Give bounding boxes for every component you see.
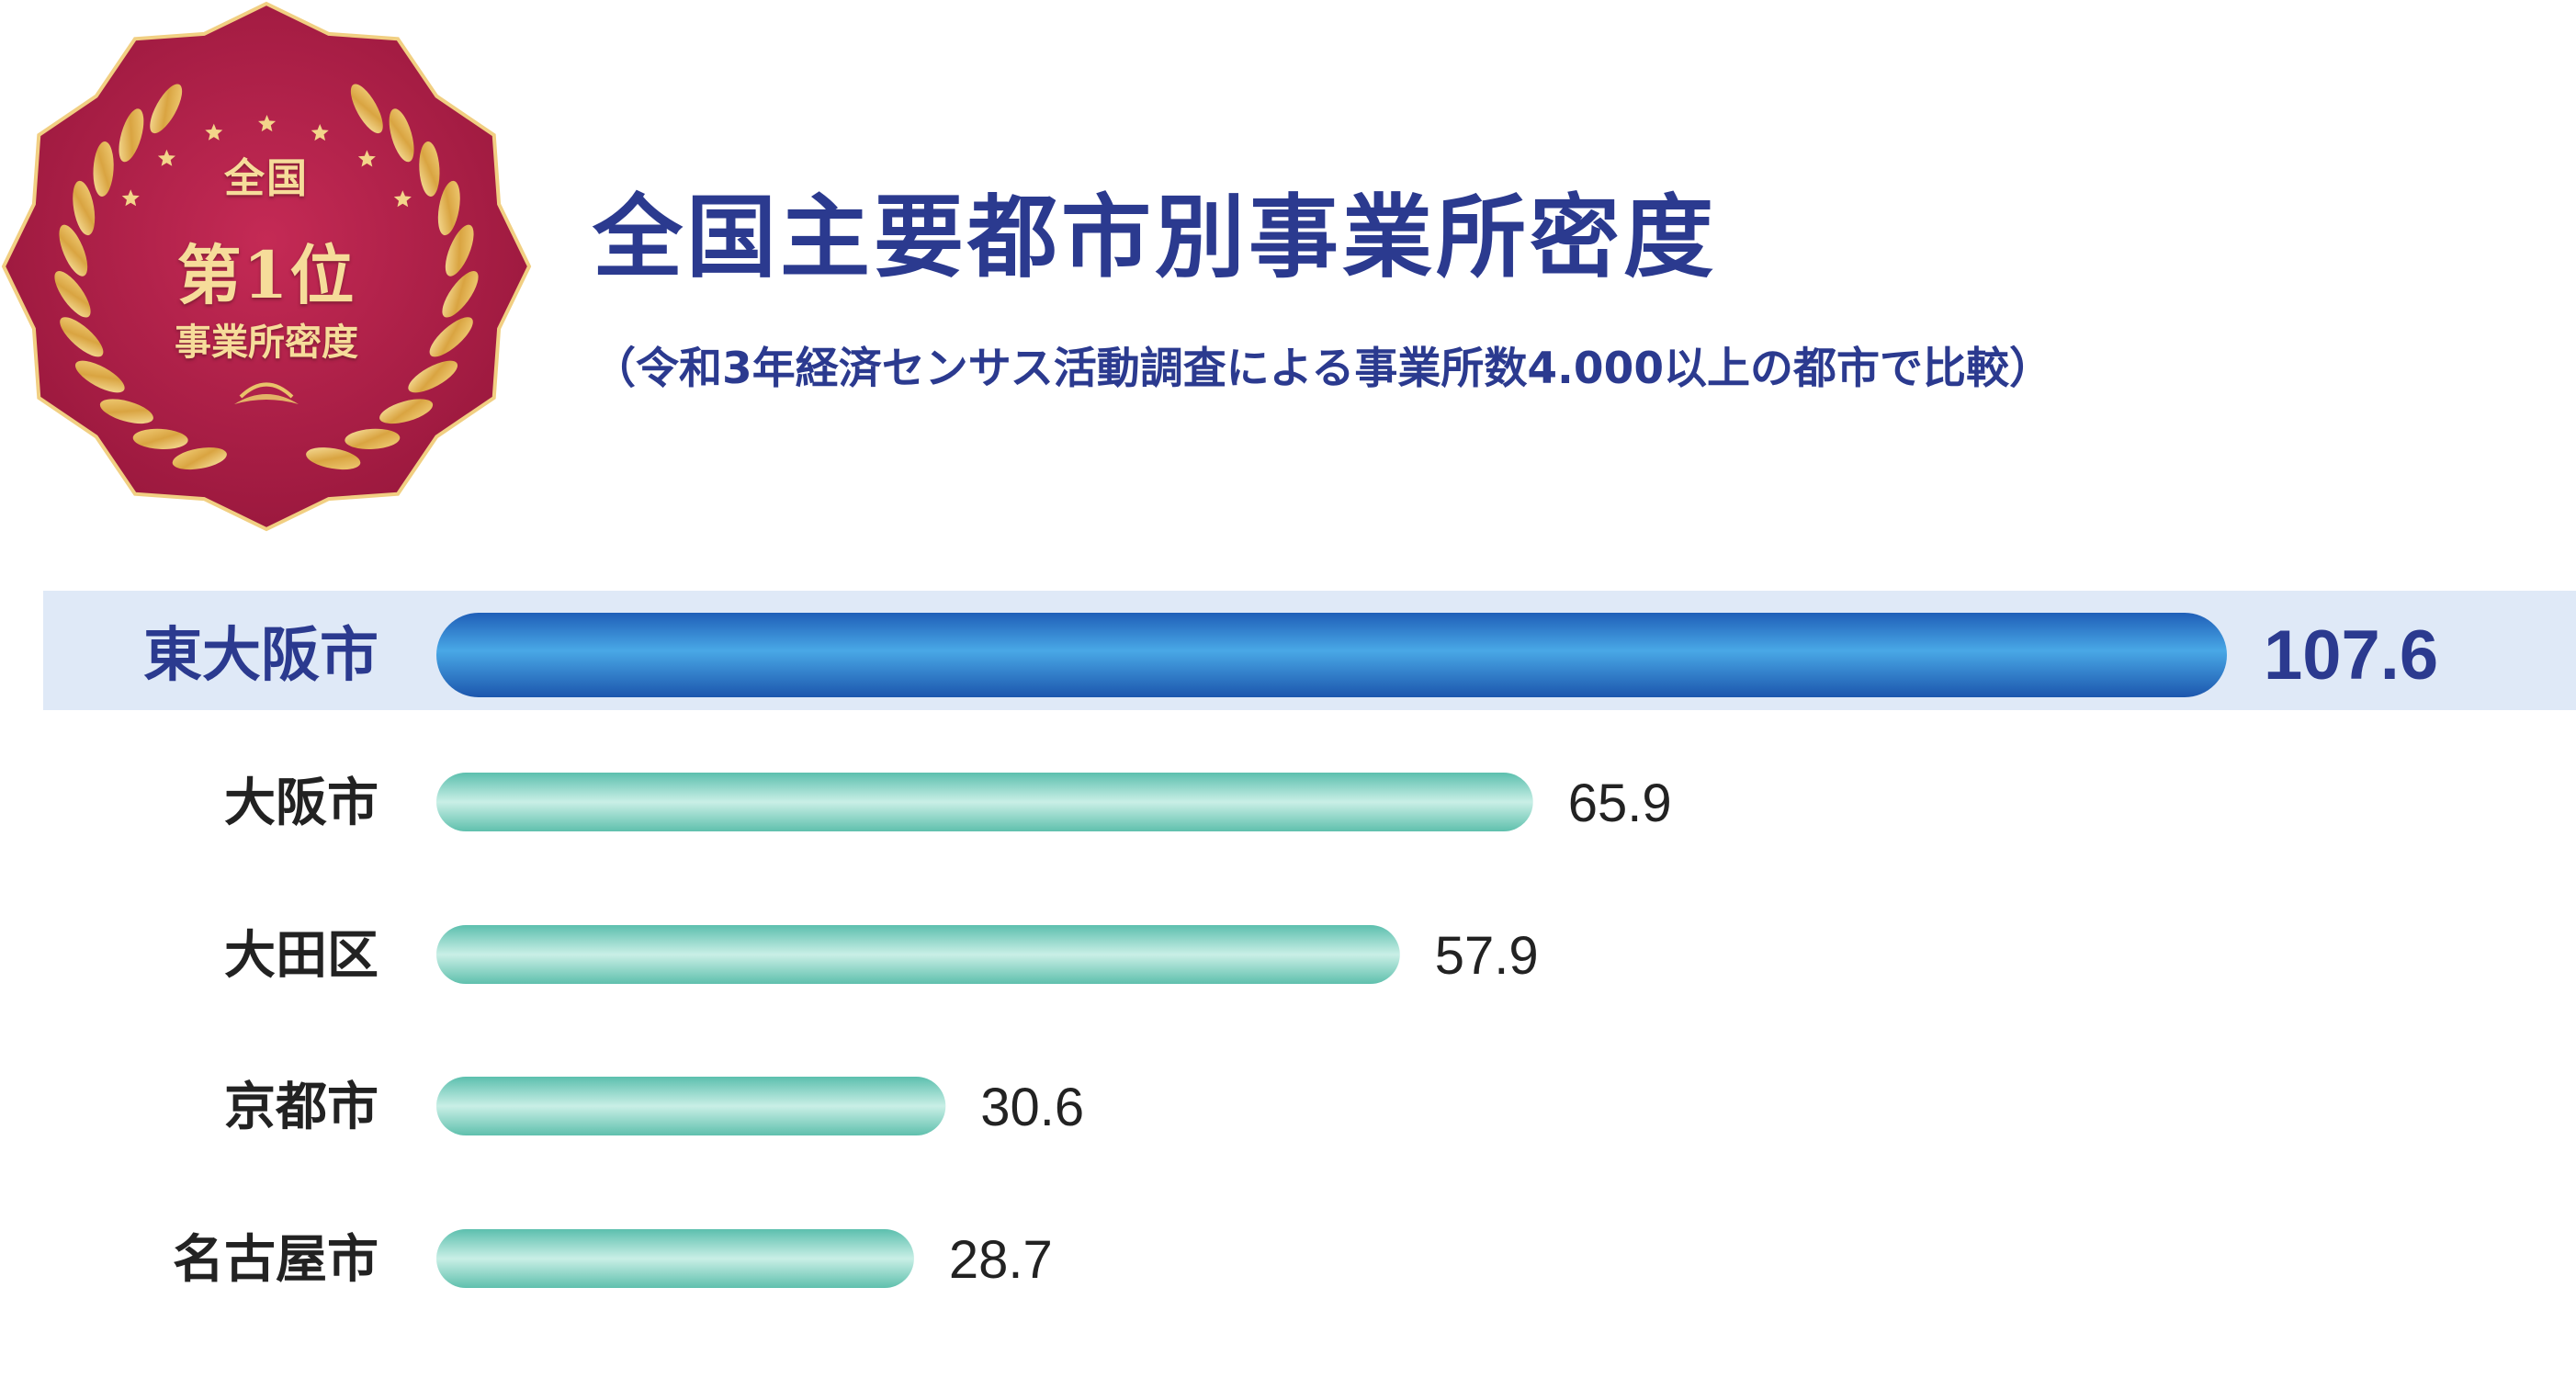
laurel-leaf bbox=[73, 180, 96, 236]
laurel-leaf bbox=[59, 224, 88, 277]
laurel-leaf bbox=[445, 224, 474, 277]
category-label: 東大阪市 bbox=[143, 622, 378, 690]
laurel-leaf bbox=[306, 447, 361, 470]
laurel-leaf bbox=[350, 84, 383, 134]
category-label: 名古屋市 bbox=[173, 1230, 378, 1290]
value-label: 30.6 bbox=[980, 1078, 1084, 1137]
laurel-wreath-icon bbox=[1, 1, 532, 532]
badge-rank: 第1位 bbox=[176, 237, 356, 313]
value-label: 57.9 bbox=[1435, 926, 1539, 986]
laurel-leaf bbox=[429, 317, 473, 357]
category-label: 大田区 bbox=[224, 926, 378, 986]
star-icon bbox=[258, 115, 277, 132]
laurel-leaf bbox=[379, 399, 434, 424]
laurel-leaf bbox=[437, 180, 460, 236]
laurel-leaf bbox=[419, 141, 440, 197]
star-icon bbox=[311, 124, 329, 141]
laurel-leaf bbox=[119, 108, 144, 163]
bar bbox=[436, 1077, 946, 1135]
badge-line1: 全国 bbox=[224, 155, 309, 202]
category-label: 京都市 bbox=[224, 1078, 378, 1137]
badge-caption: 事業所密度 bbox=[175, 322, 358, 364]
laurel-leaf bbox=[74, 360, 125, 393]
bar bbox=[436, 613, 2227, 697]
laurel-leaf bbox=[132, 428, 188, 449]
category-label: 大阪市 bbox=[224, 774, 378, 833]
bar bbox=[436, 1229, 914, 1288]
laurel-leaf bbox=[345, 428, 401, 449]
bar bbox=[436, 925, 1400, 984]
laurel-leaf bbox=[150, 84, 183, 134]
star-icon bbox=[121, 189, 140, 207]
value-label: 28.7 bbox=[949, 1230, 1053, 1290]
star-icon bbox=[393, 190, 412, 208]
laurel-leaf bbox=[408, 360, 458, 393]
laurel-leaf bbox=[172, 447, 227, 470]
laurel-leaf bbox=[54, 271, 91, 318]
laurel-leaf bbox=[442, 271, 479, 318]
value-label: 65.9 bbox=[1568, 774, 1672, 833]
laurel-leaf bbox=[99, 399, 153, 424]
star-icon bbox=[357, 150, 376, 167]
laurel-leaf bbox=[93, 141, 114, 197]
page-subtitle: （令和3年経済センサス活動調査による事業所数4.000以上の都市で比較） bbox=[593, 344, 2053, 394]
laurel-leaf bbox=[389, 108, 414, 163]
page-title: 全国主要都市別事業所密度 bbox=[593, 186, 1718, 290]
laurel-leaf bbox=[60, 317, 104, 357]
bar bbox=[436, 773, 1533, 831]
star-icon bbox=[157, 149, 175, 166]
value-label: 107.6 bbox=[2264, 616, 2438, 695]
award-badge: 全国 第1位 事業所密度 bbox=[0, 0, 533, 533]
star-icon bbox=[205, 123, 223, 141]
